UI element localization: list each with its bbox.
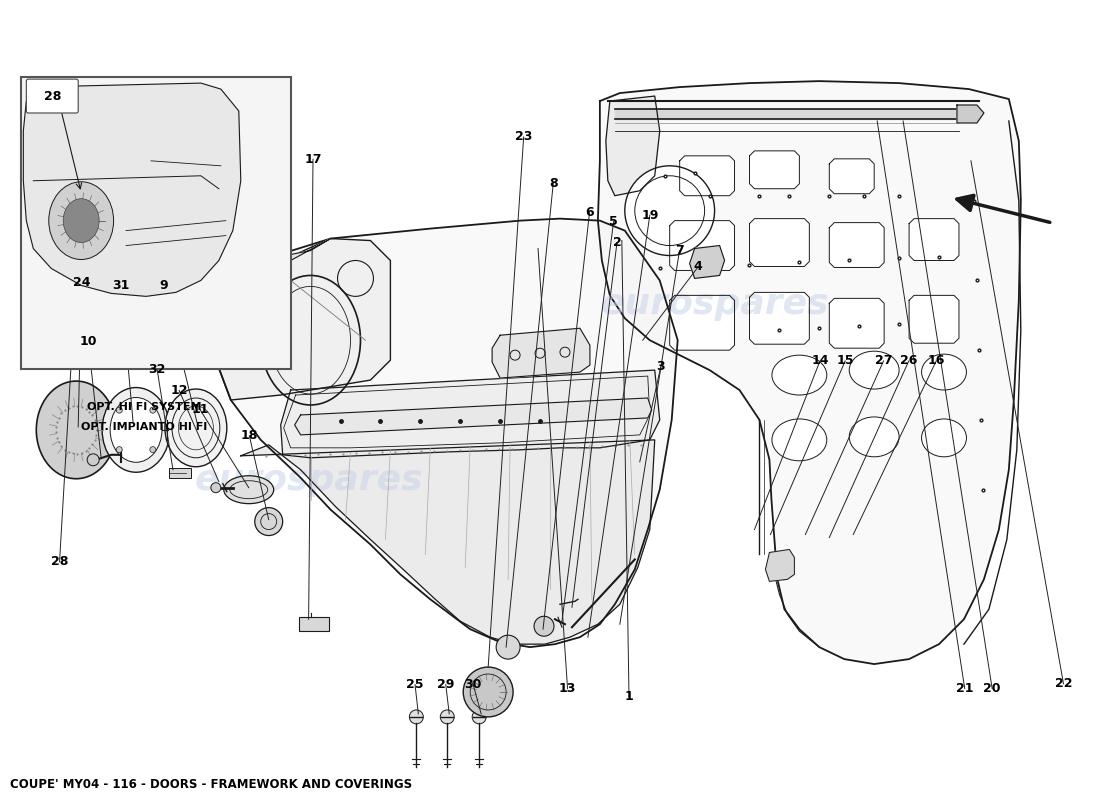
Text: 27: 27: [874, 354, 892, 367]
Text: 6: 6: [585, 206, 594, 219]
Bar: [169, 468, 191, 478]
Polygon shape: [749, 151, 800, 189]
Circle shape: [534, 616, 554, 636]
Ellipse shape: [922, 354, 967, 390]
Polygon shape: [211, 218, 678, 647]
Polygon shape: [680, 156, 735, 196]
Polygon shape: [829, 298, 884, 348]
Polygon shape: [280, 370, 660, 458]
Circle shape: [150, 446, 156, 453]
Text: 18: 18: [241, 430, 258, 442]
Text: 11: 11: [191, 403, 209, 416]
Polygon shape: [598, 81, 1021, 664]
Circle shape: [117, 446, 122, 453]
Ellipse shape: [849, 351, 899, 389]
Ellipse shape: [772, 355, 827, 395]
Polygon shape: [216, 238, 390, 400]
Text: 20: 20: [983, 682, 1001, 695]
FancyBboxPatch shape: [26, 79, 78, 113]
Text: COUPE' MY04 - 116 - DOORS - FRAMEWORK AND COVERINGS: COUPE' MY04 - 116 - DOORS - FRAMEWORK AN…: [10, 778, 412, 791]
Circle shape: [211, 482, 221, 493]
Polygon shape: [749, 218, 810, 266]
Text: OPT. IMPIANTO HI FI: OPT. IMPIANTO HI FI: [81, 422, 207, 431]
Text: 16: 16: [927, 354, 945, 367]
Text: eurospares: eurospares: [195, 462, 422, 497]
Text: 22: 22: [1055, 678, 1072, 690]
Polygon shape: [957, 105, 983, 123]
Ellipse shape: [110, 398, 162, 462]
Polygon shape: [766, 550, 794, 582]
Text: 3: 3: [657, 360, 665, 373]
Text: 29: 29: [437, 678, 454, 691]
Polygon shape: [606, 96, 660, 196]
Polygon shape: [615, 109, 959, 119]
Text: eurospares: eurospares: [601, 287, 829, 322]
Ellipse shape: [849, 417, 899, 457]
Circle shape: [496, 635, 520, 659]
Circle shape: [87, 454, 99, 466]
Ellipse shape: [102, 387, 170, 472]
Text: 30: 30: [464, 678, 482, 691]
Text: 31: 31: [112, 279, 130, 293]
Circle shape: [463, 667, 513, 717]
Text: 26: 26: [900, 354, 917, 367]
Text: 5: 5: [609, 215, 618, 228]
Polygon shape: [749, 292, 810, 344]
Polygon shape: [909, 218, 959, 261]
Text: 25: 25: [406, 678, 424, 691]
Text: 14: 14: [811, 354, 828, 367]
Text: OPT. HI FI SYSTEM: OPT. HI FI SYSTEM: [87, 402, 201, 411]
Ellipse shape: [922, 419, 967, 457]
Text: 28: 28: [44, 90, 60, 102]
Polygon shape: [829, 222, 884, 267]
Polygon shape: [295, 398, 651, 435]
Ellipse shape: [48, 182, 113, 259]
Circle shape: [440, 710, 454, 724]
Text: 32: 32: [148, 363, 166, 376]
Text: 19: 19: [641, 209, 659, 222]
Text: 8: 8: [549, 177, 558, 190]
Circle shape: [150, 407, 156, 413]
Circle shape: [472, 710, 486, 724]
Circle shape: [255, 508, 283, 535]
Text: 13: 13: [559, 682, 576, 695]
Bar: [21, 77, 290, 369]
Polygon shape: [670, 221, 735, 270]
Text: 23: 23: [515, 130, 532, 143]
Circle shape: [625, 166, 715, 255]
Text: 9: 9: [160, 279, 168, 293]
Polygon shape: [690, 246, 725, 278]
Text: 24: 24: [73, 275, 90, 289]
Polygon shape: [829, 159, 874, 194]
Text: 17: 17: [305, 153, 321, 166]
Polygon shape: [23, 83, 241, 296]
Text: 21: 21: [956, 682, 974, 695]
Circle shape: [117, 407, 122, 413]
Text: 2: 2: [613, 237, 621, 250]
Ellipse shape: [36, 381, 117, 478]
Text: 12: 12: [170, 384, 188, 397]
Polygon shape: [670, 295, 735, 350]
Text: 28: 28: [51, 555, 68, 568]
Text: 1: 1: [625, 690, 634, 703]
Polygon shape: [492, 328, 590, 378]
Ellipse shape: [223, 476, 274, 504]
Ellipse shape: [63, 198, 99, 242]
Circle shape: [409, 710, 424, 724]
Text: 10: 10: [79, 334, 97, 347]
Text: 4: 4: [694, 260, 703, 274]
Ellipse shape: [165, 389, 227, 466]
Bar: [298, 618, 329, 631]
Polygon shape: [909, 295, 959, 343]
Polygon shape: [241, 440, 654, 644]
Text: 15: 15: [836, 354, 854, 367]
Polygon shape: [216, 238, 331, 290]
Text: 7: 7: [675, 245, 684, 258]
Ellipse shape: [772, 419, 827, 461]
